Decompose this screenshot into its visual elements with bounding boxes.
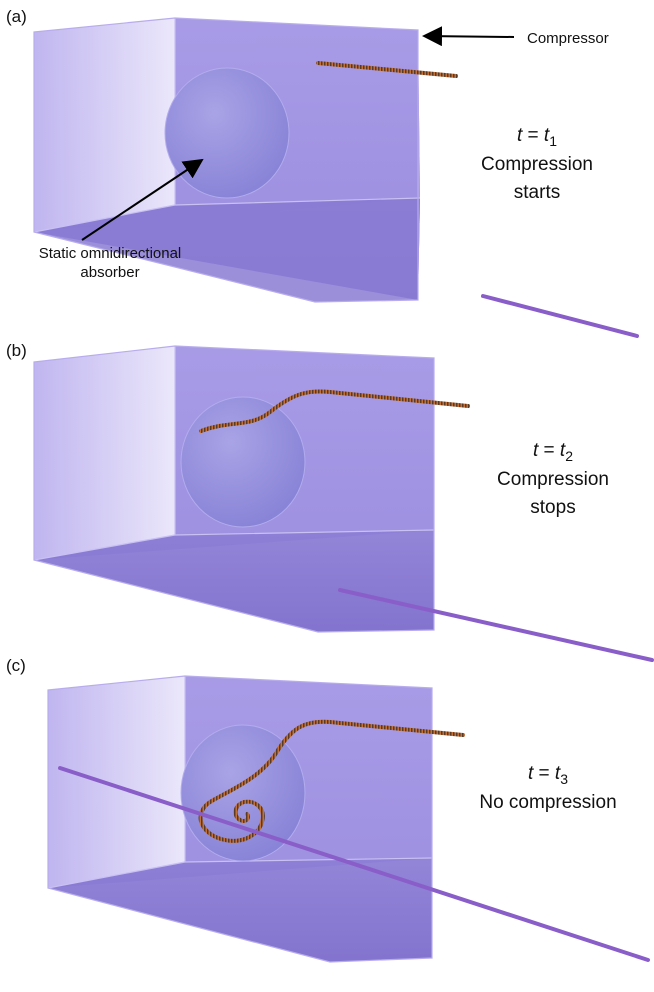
panel-a-ray-outgoing bbox=[481, 294, 639, 338]
panel-b-time-var-rhs: t bbox=[559, 440, 566, 461]
panel-c-time-var: t bbox=[527, 763, 534, 784]
panel-c-label: (c) bbox=[6, 656, 26, 675]
compressor-arrow bbox=[422, 26, 515, 47]
panel-a-box bbox=[33, 17, 421, 303]
panel-a-time-sub: 1 bbox=[549, 132, 557, 149]
absorber-label-line1: Static omnidirectional bbox=[38, 245, 182, 262]
panel-c-time: t = t3 bbox=[527, 763, 568, 787]
panel-c-caption: t = t3 No compression bbox=[448, 760, 648, 817]
panel-c-time-sub: 3 bbox=[560, 770, 568, 787]
panel-c-caption-line1: No compression bbox=[479, 792, 617, 814]
panel-b-absorber-sphere bbox=[180, 396, 306, 528]
panel-a-caption-line1: Compression bbox=[481, 154, 593, 176]
absorber-label-line2: absorber bbox=[80, 263, 140, 281]
panel-b-time-var: t bbox=[532, 440, 539, 461]
panel-b-caption-line1: Compression bbox=[497, 469, 609, 491]
absorber-arrow bbox=[81, 158, 204, 241]
panel-b-label: (b) bbox=[6, 341, 27, 360]
panel-b-caption: t = t2 Compression stops bbox=[453, 437, 653, 521]
panel-a-label: (a) bbox=[6, 7, 27, 26]
panel-b-ray-bending bbox=[199, 389, 470, 433]
panel-c-ray-outgoing bbox=[58, 766, 650, 962]
compressor-label: Compressor bbox=[527, 30, 609, 47]
panel-b-ray-outgoing bbox=[338, 588, 654, 662]
panel-a-caption: t = t1 Compression starts bbox=[437, 122, 637, 206]
panel-b-time: t = t2 bbox=[532, 440, 573, 464]
panel-a-caption-line2: starts bbox=[513, 181, 561, 203]
panel-a-ray-inside bbox=[316, 61, 458, 78]
panel-a-absorber-sphere bbox=[164, 67, 290, 199]
panel-a-time: t = t1 bbox=[516, 125, 557, 149]
panel-b-caption-line2: stops bbox=[530, 496, 576, 518]
panel-c-box bbox=[47, 675, 433, 963]
absorber-label: Static omnidirectional absorber bbox=[10, 245, 210, 283]
panel-b-time-sub: 2 bbox=[565, 447, 573, 464]
panel-a-time-var-rhs: t bbox=[543, 125, 550, 146]
panel-c-ray-spiral bbox=[198, 719, 465, 843]
panel-c-time-var-rhs: t bbox=[554, 763, 561, 784]
panel-a-time-var: t bbox=[516, 125, 523, 146]
